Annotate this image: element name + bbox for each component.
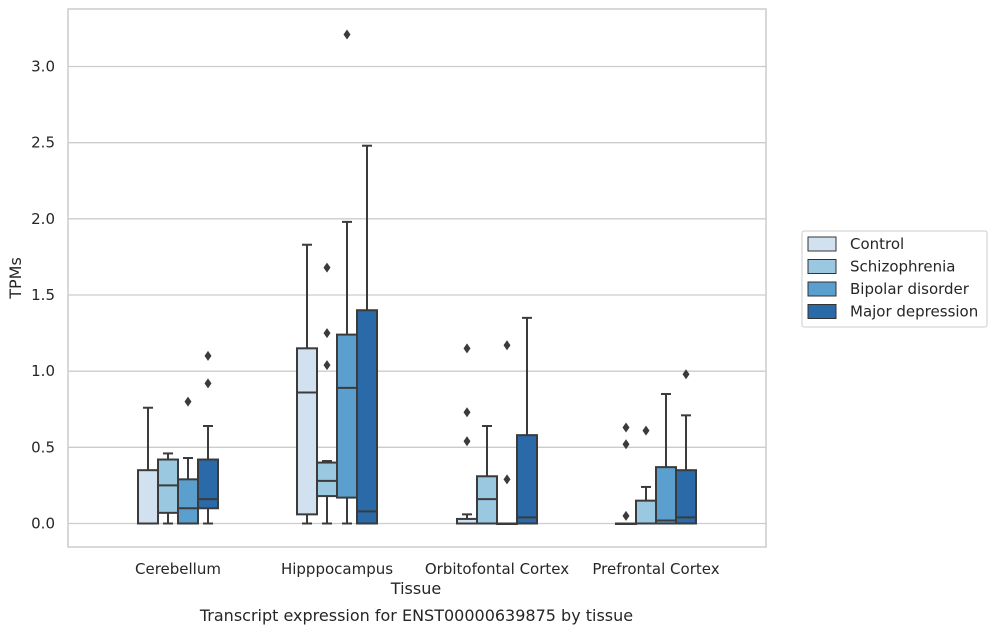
box-bipolar-disorder — [177, 396, 199, 525]
box-schizophrenia — [635, 425, 657, 525]
legend: Control Schizophrenia Bipolar disorder Majo… — [801, 230, 988, 328]
y-axis-label: TPMs — [6, 257, 25, 300]
box-body — [316, 461, 338, 498]
box-major-depression — [197, 350, 219, 525]
outlier-point — [622, 422, 630, 433]
x-tick-label: Orbitofontal Cortex — [425, 560, 569, 578]
outlier-point — [204, 350, 212, 361]
box-bipolar-disorder — [336, 29, 358, 525]
y-tick-label: 2.0 — [31, 210, 55, 228]
outlier-point — [503, 474, 511, 485]
box-bipolar-disorder — [496, 340, 518, 525]
x-tick-labels: Cerebellum Hipppocampus Orbitofontal Corte… — [135, 560, 720, 578]
legend-swatch — [807, 259, 837, 274]
box-major-depression — [516, 316, 538, 525]
y-tick-label: 1.5 — [31, 286, 55, 304]
x-axis-label: Tissue — [390, 579, 441, 598]
box-control — [296, 243, 318, 525]
y-tick-label: 2.5 — [31, 134, 55, 152]
outlier-point — [642, 425, 650, 436]
outlier-point — [463, 343, 471, 354]
outlier-point — [682, 369, 690, 380]
legend-swatch — [807, 304, 837, 319]
box-schizophrenia — [157, 452, 179, 525]
legend-label: Bipolar disorder — [850, 280, 970, 298]
outlier-point — [343, 29, 351, 40]
box-body — [655, 466, 677, 525]
grid-lines — [68, 65, 766, 525]
box-control — [615, 422, 637, 525]
outlier-point — [323, 262, 331, 273]
box-schizophrenia — [476, 425, 498, 525]
outlier-point — [323, 328, 331, 339]
box-body — [635, 499, 657, 525]
box-control — [456, 343, 478, 525]
box-bipolar-disorder — [655, 393, 677, 525]
outlier-point — [463, 407, 471, 418]
legend-label: Major depression — [850, 303, 978, 321]
box-control — [137, 406, 159, 525]
legend-swatch — [807, 281, 837, 297]
box-body — [675, 469, 697, 525]
box-body — [177, 478, 199, 525]
outlier-point — [323, 360, 331, 371]
y-tick-label: 1.0 — [31, 362, 55, 380]
plot-frame — [67, 8, 767, 548]
y-tick-labels: 0.0 0.5 1.0 1.5 2.0 2.5 3.0 — [31, 58, 55, 533]
box-groups — [137, 29, 697, 525]
y-tick-label: 0.0 — [31, 515, 55, 533]
x-tick-label: Prefrontal Cortex — [592, 560, 719, 578]
outlier-point — [463, 436, 471, 447]
chart-caption: Transcript expression for ENST0000063987… — [199, 606, 634, 625]
box-major-depression — [675, 369, 697, 525]
box-schizophrenia — [316, 262, 338, 525]
box-body — [336, 333, 358, 499]
x-tick-label: Hipppocampus — [281, 560, 393, 578]
legend-swatch — [807, 236, 837, 252]
outlier-point — [204, 378, 212, 389]
legend-box — [801, 230, 988, 328]
outlier-point — [503, 340, 511, 351]
box-body — [197, 458, 219, 510]
box-major-depression — [356, 144, 378, 525]
outlier-point — [622, 510, 630, 521]
box-body — [516, 434, 538, 525]
box-body — [296, 347, 318, 516]
box-body — [356, 309, 378, 525]
legend-label: Schizophrenia — [850, 258, 955, 276]
outlier-point — [184, 396, 192, 407]
y-tick-label: 3.0 — [31, 58, 55, 76]
outlier-point — [622, 439, 630, 450]
x-tick-label: Cerebellum — [135, 560, 221, 578]
legend-label: Control — [850, 235, 904, 253]
y-tick-label: 0.5 — [31, 438, 55, 456]
box-body — [137, 469, 159, 525]
